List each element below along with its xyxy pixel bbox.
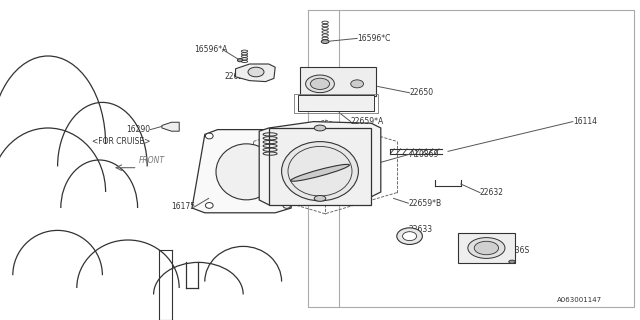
Text: 16596*A: 16596*A <box>194 45 227 54</box>
Text: A063001147: A063001147 <box>557 297 602 303</box>
Ellipse shape <box>314 196 326 201</box>
Bar <box>298 95 374 111</box>
Text: 22633: 22633 <box>408 225 433 234</box>
Ellipse shape <box>237 59 243 62</box>
Polygon shape <box>162 122 179 131</box>
Ellipse shape <box>314 125 326 131</box>
Text: A10869: A10869 <box>410 150 439 159</box>
Ellipse shape <box>205 203 213 208</box>
Text: 16290: 16290 <box>126 125 150 134</box>
Ellipse shape <box>468 237 505 259</box>
Polygon shape <box>259 122 381 205</box>
Polygon shape <box>192 130 291 213</box>
Bar <box>300 67 376 96</box>
Ellipse shape <box>283 133 291 139</box>
Text: 16596*C: 16596*C <box>357 34 390 43</box>
Bar <box>269 128 371 205</box>
Ellipse shape <box>474 241 499 255</box>
Text: 22632: 22632 <box>480 188 504 197</box>
Text: 22659*B: 22659*B <box>408 199 442 208</box>
Ellipse shape <box>509 260 515 263</box>
Text: 22659*A: 22659*A <box>351 117 384 126</box>
Ellipse shape <box>306 75 334 93</box>
Text: FRONT: FRONT <box>139 156 165 165</box>
Text: 0436S: 0436S <box>506 246 530 255</box>
Ellipse shape <box>397 228 422 244</box>
Ellipse shape <box>283 203 291 208</box>
Ellipse shape <box>291 164 349 181</box>
Ellipse shape <box>310 78 330 90</box>
Polygon shape <box>236 64 275 82</box>
Ellipse shape <box>216 144 277 200</box>
Ellipse shape <box>403 232 417 241</box>
Ellipse shape <box>282 141 358 201</box>
Text: <FOR CRUISE>: <FOR CRUISE> <box>92 137 150 146</box>
Text: 22650: 22650 <box>410 88 434 97</box>
Ellipse shape <box>248 67 264 77</box>
Ellipse shape <box>205 133 213 139</box>
Text: 16175: 16175 <box>171 202 195 211</box>
Ellipse shape <box>351 80 364 88</box>
Text: 22627: 22627 <box>225 72 248 81</box>
Bar <box>294 94 378 113</box>
Bar <box>458 233 515 263</box>
Text: 16114: 16114 <box>573 117 596 126</box>
Ellipse shape <box>321 40 329 44</box>
